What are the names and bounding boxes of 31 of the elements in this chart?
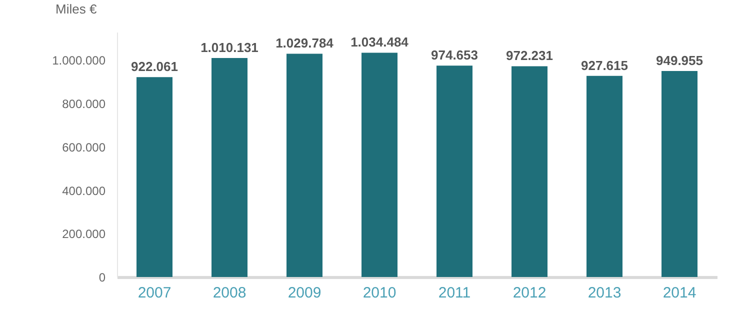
y-tick-label: 200.000 xyxy=(62,227,106,242)
bar xyxy=(286,54,322,277)
bar xyxy=(662,71,698,277)
data-label: 972.231 xyxy=(506,48,553,64)
y-tick-label: 400.000 xyxy=(62,184,106,198)
bar xyxy=(362,52,398,277)
x-tick-label: 2007 xyxy=(138,284,172,302)
x-tick-label: 2011 xyxy=(438,284,471,302)
bar xyxy=(512,66,548,277)
x-tick-label: 2008 xyxy=(212,284,246,302)
data-label: 927.615 xyxy=(581,58,628,73)
bar xyxy=(586,76,622,277)
data-label: 949.955 xyxy=(656,53,703,68)
x-tick-label: 2014 xyxy=(662,284,696,302)
x-tick-label: 2013 xyxy=(588,284,622,302)
y-axis-title: Miles € xyxy=(56,2,98,16)
y-tick-label: 0 xyxy=(98,270,106,284)
x-tick-label: 2012 xyxy=(512,284,546,302)
data-label: 1.034.484 xyxy=(350,34,410,50)
y-tick-label: 600.000 xyxy=(62,140,106,154)
data-label: 1.010.131 xyxy=(200,40,258,55)
bar xyxy=(212,58,248,277)
y-tick-label: 1.000.000 xyxy=(52,54,106,68)
bar xyxy=(436,66,472,277)
data-label: 974.653 xyxy=(431,48,478,63)
data-label: 922.061 xyxy=(131,59,178,74)
data-label: 1.029.784 xyxy=(276,36,334,51)
y-tick-label: 800.000 xyxy=(62,97,106,112)
bar xyxy=(136,77,172,277)
x-tick-label: 2009 xyxy=(288,284,322,302)
x-tick-label: 2010 xyxy=(362,284,396,302)
